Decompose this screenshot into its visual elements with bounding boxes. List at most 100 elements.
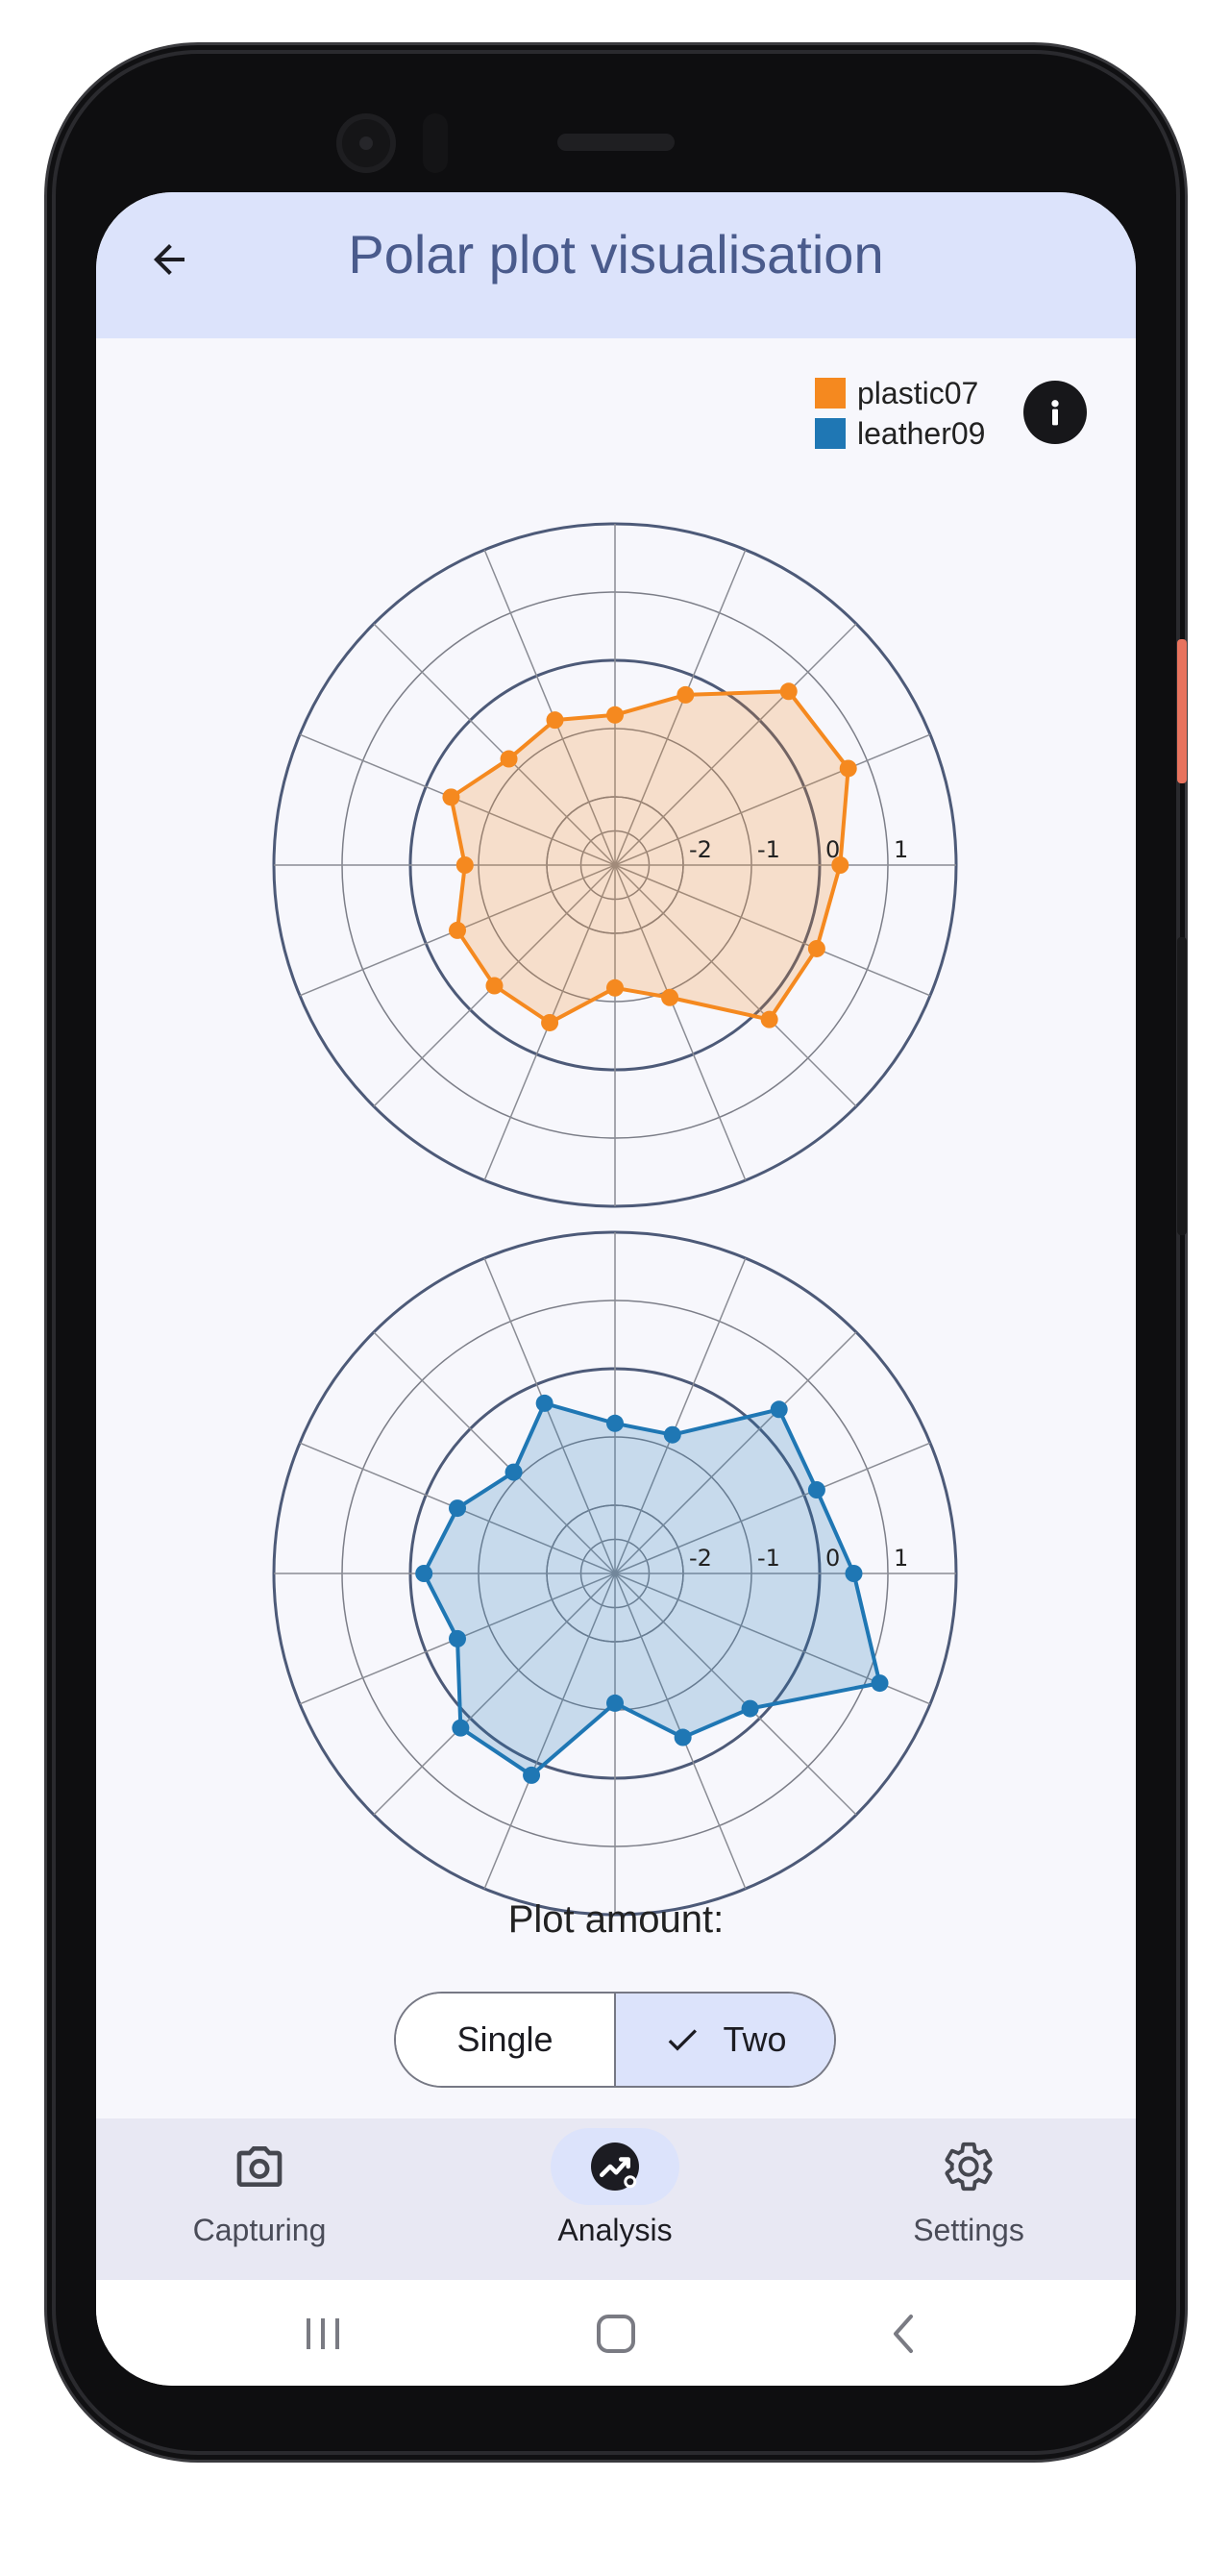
info-icon <box>1051 400 1059 426</box>
data-point <box>663 1425 681 1444</box>
polar-spoke <box>483 1573 616 1890</box>
data-point <box>546 711 564 730</box>
data-point <box>523 1766 541 1784</box>
single-option-label: Single <box>456 2019 554 2059</box>
radial-tick-label: 0 <box>825 1545 840 1572</box>
legend-label: leather09 <box>857 415 986 451</box>
data-point <box>449 1629 467 1647</box>
data-point <box>500 750 518 768</box>
nav-label: Analysis <box>557 2213 673 2247</box>
polar-spoke <box>483 549 616 866</box>
data-point <box>452 1719 470 1737</box>
data-point <box>541 1013 559 1031</box>
two-option-button[interactable]: Two <box>616 1994 834 2086</box>
data-point <box>807 1481 825 1499</box>
polar-spoke <box>373 1331 616 1574</box>
back-icon <box>894 2315 913 2353</box>
data-point <box>606 1414 624 1432</box>
top-app-bar: Polar plot visualisation <box>96 192 1136 338</box>
polar-spoke <box>614 1331 857 1574</box>
polar-spoke <box>483 1257 616 1574</box>
data-point <box>449 921 467 939</box>
polar-spoke <box>614 1257 747 1574</box>
radial-tick-label: 1 <box>894 836 908 863</box>
legend-item-plastic07: plastic07 <box>815 373 985 413</box>
page-title: Polar plot visualisation <box>348 224 884 285</box>
polar-spoke <box>614 733 931 866</box>
proximity-sensor <box>423 113 448 173</box>
polar-spoke <box>614 864 931 997</box>
data-point <box>770 1400 788 1419</box>
polar-spoke <box>614 864 747 1181</box>
nav-label: Capturing <box>192 2213 327 2247</box>
data-point <box>741 1699 759 1718</box>
check-icon <box>663 2020 701 2059</box>
radial-tick-label: 0 <box>825 836 840 863</box>
data-point <box>779 682 798 701</box>
polar-spoke <box>614 1442 931 1574</box>
plot-amount-label: Plot amount: <box>507 1898 725 1941</box>
series-area-plastic07 <box>449 689 850 1025</box>
camera-icon <box>236 2146 283 2187</box>
nav-label: Settings <box>913 2213 1024 2247</box>
recents-button[interactable] <box>294 2305 352 2363</box>
polar-spoke <box>614 1573 857 1816</box>
earpiece-speaker <box>557 134 675 151</box>
data-point <box>442 788 460 806</box>
radial-tick-label: -1 <box>757 836 780 863</box>
chart-legend: plastic07 leather09 <box>815 373 985 454</box>
info-button[interactable] <box>1023 381 1087 444</box>
nav-item-analysis[interactable]: Analysis <box>471 2118 759 2280</box>
polar-spoke <box>614 864 857 1107</box>
gear-icon <box>945 2142 993 2192</box>
radial-tick-label: -2 <box>689 1545 712 1572</box>
system-navigation-bar <box>96 2280 1136 2386</box>
front-camera <box>336 113 396 173</box>
polar-chart-plastic07: -2-1012 <box>272 522 958 1208</box>
series-area-leather09 <box>422 1400 882 1777</box>
data-point <box>674 1728 692 1746</box>
data-point <box>485 977 504 995</box>
radial-tick-label: -2 <box>689 836 712 863</box>
two-option-label: Two <box>723 2019 787 2059</box>
side-volume-button <box>1177 937 1187 1235</box>
data-point <box>845 1565 863 1582</box>
polar-spoke <box>373 1573 616 1816</box>
data-point <box>606 978 624 997</box>
nav-icon-container <box>195 2128 324 2205</box>
home-button[interactable] <box>587 2305 645 2363</box>
data-point <box>504 1463 523 1481</box>
legend-label: plastic07 <box>857 375 979 410</box>
system-back-button[interactable] <box>874 2305 932 2363</box>
nav-icon-container <box>551 2128 679 2205</box>
recents-icon <box>307 2318 339 2349</box>
nav-item-capturing[interactable]: Capturing <box>115 2118 404 2280</box>
app-screen: Polar plot visualisation plastic07 leath… <box>96 192 1136 2386</box>
side-power-button <box>1177 639 1187 783</box>
data-point <box>415 1565 433 1582</box>
polar-spoke <box>373 623 616 866</box>
single-option-button[interactable]: Single <box>396 1994 616 2086</box>
data-point <box>455 856 474 874</box>
analytics-icon <box>591 2143 639 2191</box>
data-point <box>449 1499 467 1518</box>
nav-item-settings[interactable]: Settings <box>824 2118 1113 2280</box>
home-icon <box>597 2315 635 2353</box>
bottom-navigation: Capturing Analysis Settings <box>96 2118 1136 2280</box>
radial-tick-label: -1 <box>757 1545 780 1572</box>
nav-icon-container <box>904 2128 1033 2205</box>
data-point <box>871 1674 889 1693</box>
polar-spoke <box>614 549 747 866</box>
data-point <box>831 856 849 874</box>
polar-chart-leather09: -2-1012 <box>272 1230 958 1917</box>
data-point <box>839 759 857 778</box>
arrow-back-icon <box>154 244 184 275</box>
legend-item-leather09: leather09 <box>815 413 985 454</box>
data-point <box>676 685 695 704</box>
radial-tick-label: 1 <box>894 1545 908 1572</box>
legend-swatch <box>815 378 846 409</box>
legend-swatch <box>815 418 846 449</box>
back-button[interactable] <box>140 231 198 288</box>
data-point <box>606 706 624 724</box>
polar-spoke <box>614 623 857 866</box>
